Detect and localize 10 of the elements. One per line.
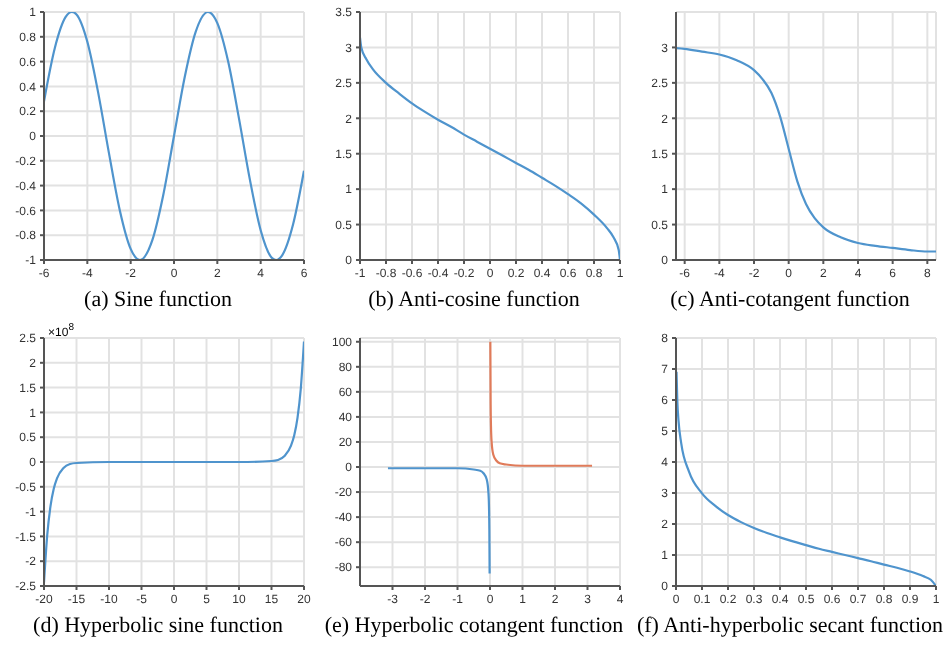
line-series — [489, 340, 594, 467]
text: (b) Anti-cosine function — [366, 288, 582, 312]
text: (c) Anti-cotangent function — [668, 288, 912, 312]
text: (a) Sine function — [82, 288, 234, 312]
line-series — [386, 467, 491, 575]
text: (d) Hyperbolic sine function — [31, 614, 285, 638]
line-series — [44, 12, 304, 260]
text: (f) Anti-hyperbolic secant function — [634, 614, 946, 638]
line-series — [676, 47, 936, 253]
text: (e) Hyperbolic cotangent function — [322, 614, 626, 638]
